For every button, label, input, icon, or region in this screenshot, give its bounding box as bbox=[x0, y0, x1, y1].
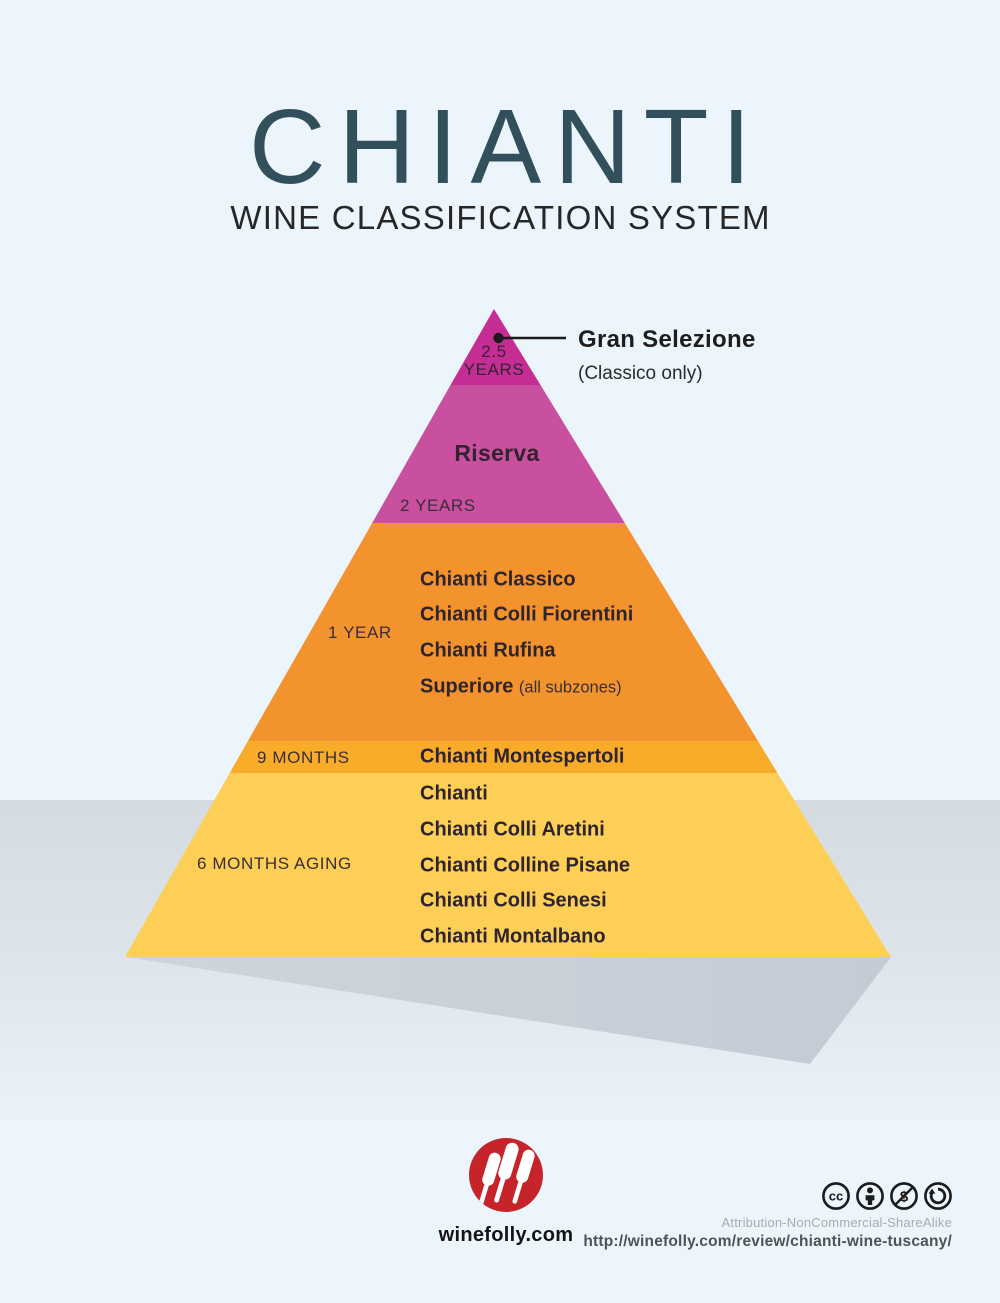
tier-gran-selezione bbox=[450, 309, 541, 385]
pyramid-shadow bbox=[125, 957, 891, 1064]
aging-label-9-months: 9 MONTHS bbox=[257, 748, 350, 768]
wine-chianti-colli-fiorentini: Chianti Colli Fiorentini bbox=[420, 603, 634, 626]
wine-chianti-colli-senesi: Chianti Colli Senesi bbox=[420, 889, 607, 912]
aging-label-2-years: 2 YEARS bbox=[400, 496, 476, 516]
callout-gran-selezione: Gran Selezione bbox=[578, 326, 756, 354]
cc-license-icons: cc $ bbox=[821, 1181, 953, 1211]
winefolly-logo bbox=[469, 1138, 543, 1212]
wine-bottles-icon bbox=[478, 1142, 535, 1207]
wine-chianti-colline-pisane: Chianti Colline Pisane bbox=[420, 854, 631, 877]
page-title: CHIANTI bbox=[249, 88, 764, 206]
aging-label-1-year: 1 YEAR bbox=[328, 623, 392, 643]
attribution-icon bbox=[856, 1182, 884, 1210]
aging-label-6-months: 6 MONTHS AGING bbox=[197, 854, 352, 874]
wine-chianti-classico: Chianti Classico bbox=[420, 568, 576, 591]
tier-nine-months bbox=[229, 741, 778, 773]
non-commercial-icon: $ bbox=[890, 1182, 918, 1210]
svg-text:cc: cc bbox=[829, 1189, 843, 1204]
aging-label-2-5-years: 2.5 YEARS bbox=[463, 342, 525, 379]
callout-dot bbox=[493, 332, 504, 344]
wine-chianti: Chianti bbox=[420, 782, 488, 805]
wine-chianti-colli-aretini: Chianti Colli Aretini bbox=[420, 818, 605, 841]
share-alike-icon bbox=[924, 1182, 952, 1210]
license-text: Attribution-NonCommercial-ShareAlike bbox=[721, 1215, 952, 1230]
wine-chianti-montalbano: Chianti Montalbano bbox=[420, 925, 606, 948]
source-url: http://winefolly.com/review/chianti-wine… bbox=[583, 1233, 952, 1250]
tier-one-year bbox=[247, 523, 758, 741]
wine-superiore-name: Superiore bbox=[420, 675, 514, 698]
tier-riserva bbox=[372, 385, 625, 523]
wine-chianti-montespertoli: Chianti Montespertoli bbox=[420, 745, 625, 768]
wine-chianti-rufina: Chianti Rufina bbox=[420, 639, 556, 662]
page-subtitle: WINE CLASSIFICATION SYSTEM bbox=[230, 199, 771, 236]
callout-classico-only: (Classico only) bbox=[578, 363, 703, 384]
riserva-label: Riserva bbox=[454, 439, 540, 466]
wine-superiore: Superiore (all subzones) bbox=[420, 676, 622, 699]
brand-winefolly: winefolly.com bbox=[438, 1224, 574, 1246]
tier-six-months bbox=[125, 773, 891, 957]
cc-icon: cc bbox=[822, 1182, 850, 1210]
wine-superiore-note: (all subzones) bbox=[518, 678, 622, 697]
